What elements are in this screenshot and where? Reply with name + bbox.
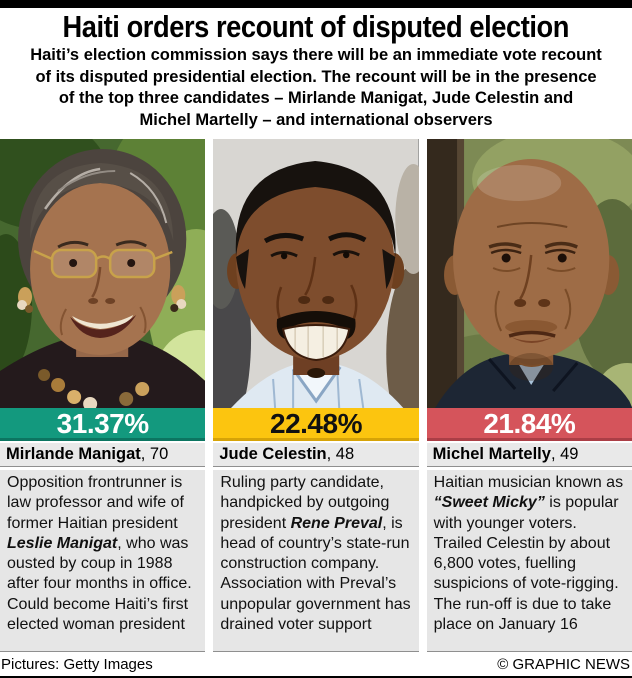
candidate-age: , 48 [326, 445, 355, 463]
intro-text: Haiti’s election commission says there w… [0, 45, 632, 131]
source-credit: © GRAPHIC NEWS [497, 656, 630, 673]
martelly-description: Haitian musician known as “Sweet Micky” … [426, 470, 632, 652]
celestin-photo [213, 139, 419, 408]
celestin-name-strip: Jude Celestin, 48 [213, 443, 419, 467]
intro-line: of its disputed presidential election. T… [35, 67, 597, 86]
candidate-column-martelly: 21.84% Michel Martelly, 49 Haitian music… [426, 139, 632, 652]
martelly-vote-bar: 21.84% [426, 408, 632, 441]
martelly-name-strip: Michel Martelly, 49 [426, 443, 632, 467]
bottom-rule [0, 676, 632, 678]
manigat-percent: 31.37% [56, 408, 149, 439]
page-title: Haiti orders recount of disputed electio… [62, 9, 570, 44]
picture-credit: Pictures: Getty Images [1, 656, 153, 673]
candidate-columns: 31.37% Mirlande Manigat, 70 Opposition f… [0, 139, 632, 652]
manigat-photo [0, 139, 206, 408]
candidate-age: , 70 [140, 445, 169, 463]
manigat-description: Opposition frontrunner is law professor … [0, 470, 206, 652]
celestin-portrait-illustration [213, 139, 419, 408]
candidate-name: Mirlande Manigat [6, 445, 141, 463]
martelly-photo [426, 139, 632, 408]
celestin-description: Ruling party candidate, handpicked by ou… [213, 470, 419, 652]
intro-line: Michel Martelly – and international obse… [139, 110, 493, 129]
candidate-name: Jude Celestin [219, 445, 327, 463]
martelly-portrait-illustration [426, 139, 632, 408]
footer: Pictures: Getty Images © GRAPHIC NEWS [0, 652, 632, 676]
martelly-percent: 21.84% [483, 408, 576, 439]
intro-line: of the top three candidates – Mirlande M… [58, 89, 574, 107]
intro-line: Haiti’s election commission says there w… [30, 46, 602, 64]
celestin-percent: 22.48% [270, 408, 362, 439]
candidate-name: Michel Martelly [432, 445, 551, 463]
candidate-column-celestin: 22.48% Jude Celestin, 48 Ruling party ca… [213, 139, 419, 652]
candidate-age: , 49 [550, 445, 579, 463]
manigat-vote-bar: 31.37% [0, 408, 206, 441]
manigat-portrait-illustration [0, 139, 206, 408]
candidate-column-manigat: 31.37% Mirlande Manigat, 70 Opposition f… [0, 139, 206, 652]
top-rule [0, 0, 632, 8]
manigat-name-strip: Mirlande Manigat, 70 [0, 443, 206, 467]
celestin-vote-bar: 22.48% [213, 408, 419, 441]
